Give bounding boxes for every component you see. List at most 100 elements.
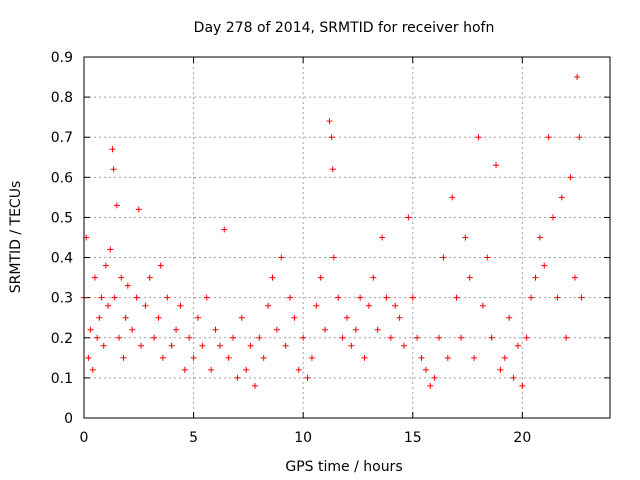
data-point: [344, 314, 350, 321]
data-point: [400, 342, 407, 349]
data-point: [94, 334, 101, 341]
y-tick-label: 0.3: [51, 291, 73, 307]
data-point: [422, 366, 429, 373]
data-point: [405, 214, 412, 221]
data-point: [243, 366, 250, 373]
data-point: [409, 294, 416, 301]
data-point: [135, 206, 142, 213]
data-point: [329, 166, 336, 173]
data-point: [365, 302, 372, 309]
data-point: [177, 302, 184, 309]
y-tick-label: 0.5: [51, 210, 73, 226]
y-tick-label: 0: [64, 411, 73, 427]
data-point: [113, 202, 120, 209]
y-tick-label: 0.6: [51, 170, 73, 186]
data-point: [120, 354, 127, 361]
data-point: [181, 366, 188, 373]
data-point: [541, 262, 548, 269]
data-point: [328, 134, 335, 141]
data-point: [567, 174, 574, 181]
data-point: [194, 314, 201, 321]
data-point: [129, 326, 136, 333]
data-point: [348, 342, 355, 349]
data-point: [199, 342, 206, 349]
data-point: [100, 342, 107, 349]
y-axis-label: SRMTID / TECUs: [8, 181, 24, 294]
data-point: [396, 314, 403, 321]
data-point: [300, 334, 307, 341]
data-point: [453, 294, 460, 301]
data-point: [164, 294, 171, 301]
data-point: [571, 274, 578, 281]
data-point: [256, 334, 263, 341]
plot-frame: [83, 56, 611, 419]
data-point: [190, 354, 197, 361]
data-point: [221, 226, 228, 233]
data-point: [282, 342, 289, 349]
data-point: [168, 342, 175, 349]
data-point: [444, 354, 451, 361]
data-point: [578, 294, 585, 301]
data-point: [519, 382, 526, 389]
x-tick-label: 20: [513, 430, 531, 446]
data-point: [265, 302, 272, 309]
data-point: [501, 354, 508, 361]
data-point: [142, 302, 149, 309]
data-point: [431, 374, 438, 381]
x-tick-label: 0: [80, 430, 89, 446]
data-point: [137, 342, 144, 349]
data-point: [554, 294, 561, 301]
data-point: [339, 334, 346, 341]
data-point: [545, 134, 552, 141]
data-point: [414, 334, 421, 341]
data-point: [122, 314, 129, 321]
data-point: [449, 194, 456, 201]
x-tick-label: 15: [404, 430, 422, 446]
data-point: [91, 274, 98, 281]
data-point: [479, 302, 486, 309]
data-point: [159, 354, 166, 361]
data-point: [523, 334, 530, 341]
data-point: [251, 382, 258, 389]
data-point: [427, 382, 434, 389]
data-point: [85, 354, 92, 361]
grid: [84, 57, 610, 418]
data-point: [374, 326, 381, 333]
data-point: [111, 294, 118, 301]
data-point: [576, 134, 583, 141]
data-point: [124, 282, 131, 289]
data-point: [116, 334, 123, 341]
data-point: [457, 334, 464, 341]
x-tick-label: 10: [294, 430, 312, 446]
data-point: [151, 334, 158, 341]
data-point: [558, 194, 565, 201]
data-point: [157, 262, 164, 269]
data-point: [484, 254, 491, 261]
data-point: [273, 326, 280, 333]
data-point: [89, 366, 96, 373]
data-point: [335, 294, 342, 301]
data-point: [98, 294, 105, 301]
data-point: [225, 354, 232, 361]
data-point: [260, 354, 267, 361]
data-point: [287, 294, 294, 301]
data-point: [510, 374, 517, 381]
data-point: [550, 214, 557, 221]
data-point: [322, 326, 329, 333]
data-point: [532, 274, 539, 281]
y-tick-label: 0.8: [51, 90, 73, 106]
y-tick-label: 0.1: [51, 371, 73, 387]
data-point: [418, 354, 425, 361]
data-point: [440, 254, 447, 261]
data-point: [102, 262, 109, 269]
y-tick-label: 0.2: [51, 331, 73, 347]
data-point: [308, 354, 315, 361]
data-point: [155, 314, 162, 321]
data-point: [536, 234, 543, 241]
data-point: [436, 334, 443, 341]
data-point: [146, 274, 153, 281]
data-point: [234, 374, 241, 381]
data-point: [462, 234, 469, 241]
data-point: [528, 294, 535, 301]
